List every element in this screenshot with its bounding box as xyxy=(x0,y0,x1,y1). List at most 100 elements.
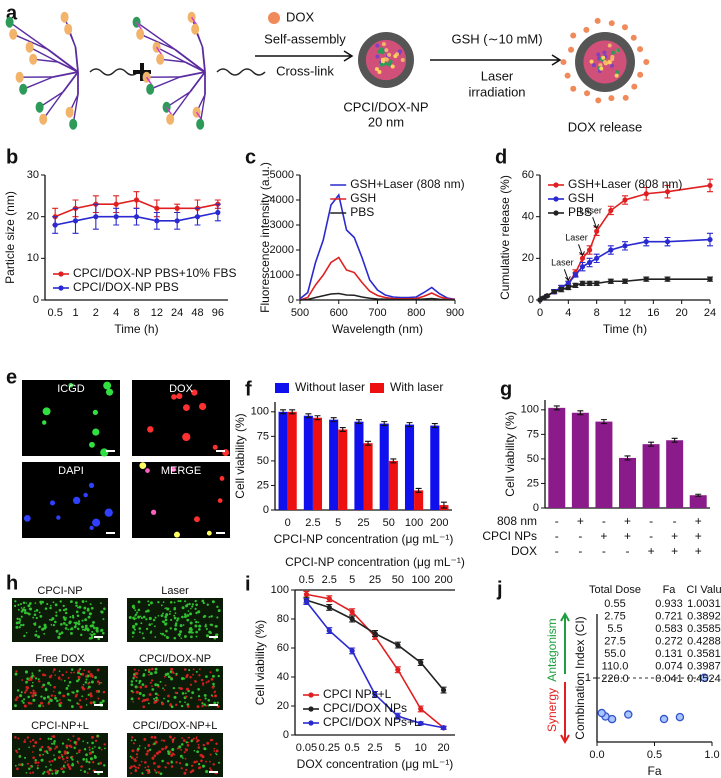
marker xyxy=(707,236,713,243)
marker xyxy=(395,642,401,648)
cell xyxy=(215,668,219,672)
cell xyxy=(67,765,71,769)
cell xyxy=(173,695,177,699)
cell xyxy=(186,673,189,677)
cell xyxy=(27,701,31,705)
tile-label-inside: DAPI xyxy=(58,465,84,477)
cell xyxy=(15,625,19,629)
bar xyxy=(404,424,415,510)
cell xyxy=(170,667,174,671)
cell xyxy=(148,616,152,621)
cell xyxy=(169,610,172,613)
cell xyxy=(28,767,31,770)
cell xyxy=(166,672,170,676)
error-bar xyxy=(695,493,702,497)
cell xyxy=(130,683,134,687)
cell xyxy=(180,748,183,751)
cell xyxy=(131,635,134,638)
cell xyxy=(205,634,209,638)
np-dot xyxy=(607,60,612,65)
y-tick-label: 50 xyxy=(527,453,539,465)
cell xyxy=(138,692,142,695)
bar xyxy=(312,417,323,510)
cell xyxy=(91,741,94,745)
cell xyxy=(80,765,83,768)
cell xyxy=(165,613,169,617)
branch xyxy=(12,33,49,51)
cell xyxy=(23,704,27,708)
condition-sign: - xyxy=(649,529,653,543)
cell xyxy=(43,623,47,627)
cell xyxy=(88,761,91,764)
cell xyxy=(32,756,35,760)
cell xyxy=(157,601,160,604)
cell xyxy=(58,670,61,672)
cell xyxy=(155,671,158,674)
cell xyxy=(173,736,176,739)
cell xyxy=(98,746,101,750)
cell xyxy=(23,740,26,743)
marker xyxy=(395,667,401,673)
cell xyxy=(81,600,85,603)
end-group xyxy=(35,101,44,113)
table-header: Total Dose xyxy=(589,584,641,596)
cell xyxy=(32,771,35,774)
tile-label: CPCI-NP+L xyxy=(31,720,89,732)
cell xyxy=(215,624,218,628)
x-tick-label: 2.5 xyxy=(305,517,320,529)
cell xyxy=(49,684,52,687)
cell xyxy=(33,613,37,617)
legend-label: GSH+Laser (808 nm) xyxy=(350,177,464,191)
cell xyxy=(37,635,41,639)
cell xyxy=(54,603,58,607)
error-bar xyxy=(355,419,362,425)
cell xyxy=(100,602,102,604)
cell xyxy=(65,686,69,690)
cell xyxy=(149,748,152,751)
cell xyxy=(64,766,66,769)
cell xyxy=(173,614,176,617)
cell xyxy=(195,736,198,738)
step-label: Self-assembly xyxy=(264,31,346,46)
end-group xyxy=(136,28,145,40)
marker xyxy=(326,628,332,634)
cell xyxy=(91,750,94,754)
marker xyxy=(303,591,310,597)
cell xyxy=(155,696,158,700)
cell xyxy=(60,631,64,635)
cell xyxy=(40,758,44,762)
cell xyxy=(180,637,183,640)
cell xyxy=(213,750,216,752)
condition-sign: - xyxy=(602,544,606,558)
cell xyxy=(52,735,56,739)
cell xyxy=(55,611,58,614)
cell xyxy=(89,701,93,705)
cell xyxy=(87,670,91,673)
cell xyxy=(147,603,151,607)
tile-label-inside: DOX xyxy=(169,383,194,395)
cell xyxy=(215,749,219,753)
cell xyxy=(154,636,157,638)
cell xyxy=(92,701,96,704)
cell xyxy=(39,615,43,618)
cell xyxy=(49,737,53,741)
cell xyxy=(86,607,90,611)
cell xyxy=(69,600,73,604)
cell xyxy=(82,683,85,686)
cell xyxy=(39,600,43,604)
cell xyxy=(91,630,94,633)
x-tick-label: 24 xyxy=(704,307,716,319)
cell xyxy=(44,688,48,692)
cell xyxy=(80,769,82,772)
cell xyxy=(75,693,78,697)
cell xyxy=(134,758,137,760)
cell xyxy=(131,749,135,753)
cell xyxy=(34,758,37,762)
cell xyxy=(58,632,62,636)
released-dox xyxy=(608,95,615,102)
cell xyxy=(149,601,153,605)
cell xyxy=(178,687,180,689)
cell xyxy=(100,448,109,457)
cell xyxy=(169,601,173,604)
annotation: Laser xyxy=(551,258,574,268)
